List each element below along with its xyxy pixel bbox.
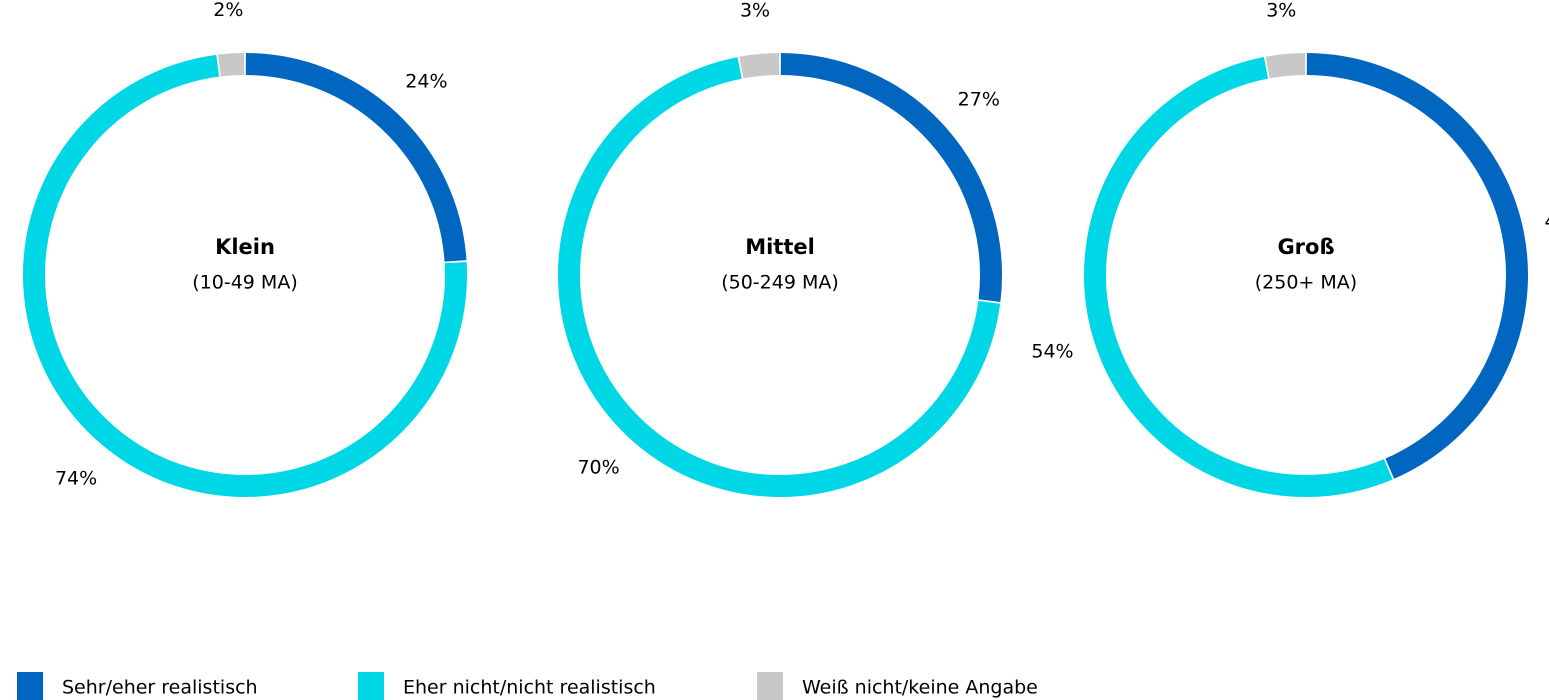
legend-label: Sehr/eher realistisch bbox=[62, 677, 258, 699]
value-label: 44% bbox=[1544, 210, 1549, 232]
donut-segment bbox=[218, 53, 245, 77]
value-label: 24% bbox=[405, 70, 447, 92]
donut-subtitle: (50-249 MA) bbox=[721, 272, 839, 294]
legend-swatch bbox=[358, 672, 384, 700]
donut-title: Mittel bbox=[745, 235, 815, 259]
legend-swatch bbox=[757, 672, 783, 700]
value-label: 74% bbox=[55, 468, 97, 490]
donut-subtitle: (10-49 MA) bbox=[192, 272, 297, 294]
donut-title: Klein bbox=[215, 235, 275, 259]
legend-label: Eher nicht/nicht realistisch bbox=[403, 677, 656, 699]
donut-segment bbox=[739, 53, 780, 79]
donut-segment bbox=[558, 57, 1001, 497]
donut-title: Groß bbox=[1277, 235, 1334, 259]
legend-label: Weiß nicht/keine Angabe bbox=[802, 677, 1038, 699]
value-label: 2% bbox=[213, 0, 243, 21]
legend-swatch bbox=[17, 672, 43, 700]
value-label: 54% bbox=[1031, 341, 1073, 363]
value-label: 3% bbox=[1266, 0, 1296, 22]
donut-segment bbox=[1306, 53, 1528, 479]
donut-segment bbox=[1265, 53, 1306, 79]
donut-subtitle: (250+ MA) bbox=[1255, 272, 1357, 294]
donut-segment bbox=[1084, 57, 1393, 497]
donut-segment bbox=[245, 53, 467, 262]
donut-segment bbox=[23, 54, 467, 497]
value-label: 27% bbox=[958, 88, 1000, 110]
donut-segment bbox=[780, 53, 1002, 302]
value-label: 70% bbox=[577, 457, 619, 479]
value-label: 3% bbox=[740, 0, 770, 22]
